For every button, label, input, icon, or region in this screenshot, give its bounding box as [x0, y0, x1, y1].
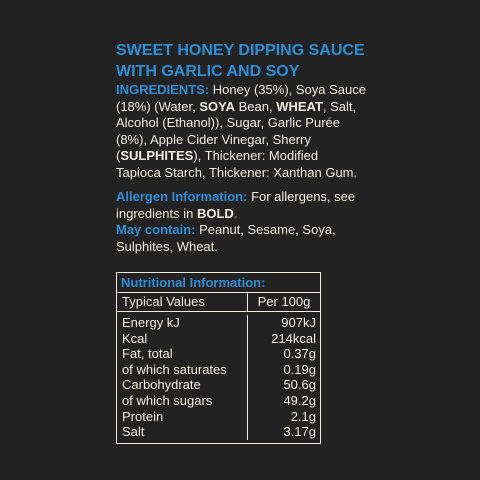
nutrient-value: 0.37g [283, 346, 316, 362]
nutrient-value: 49.2g [283, 392, 316, 408]
nutrition-table-title: Nutritional Information: [117, 273, 320, 293]
typical-values-header: Typical Values [117, 293, 248, 311]
product-title-line-2: WITH GARLIC AND SOY [116, 63, 300, 80]
ingredients-paragraph: INGREDIENTS: Honey (35%), Soya Sauce (18… [116, 82, 366, 181]
nutrient-name: Protein [122, 408, 164, 424]
nutrition-column-headers: Typical Values Per 100g [117, 293, 320, 312]
allergen-wheat: WHEAT [276, 98, 323, 114]
nutrient-name: Fat, total [122, 346, 173, 362]
nutrient-value: 907kJ [281, 315, 316, 330]
ingredients-text: Honey (35%), Soya Sauce (18%) (Water, [116, 82, 366, 114]
allergen-bold-word: BOLD [196, 205, 234, 221]
allergen-heading: Allergen Information: [116, 189, 248, 204]
may-contain-paragraph: May contain: Peanut, Sesame, Soya, Sulph… [116, 222, 366, 255]
nutrition-table: Nutritional Information: Typical Values … [116, 272, 321, 444]
ingredients-heading: INGREDIENTS: [116, 82, 210, 97]
may-contain-text: Peanut, Sesame, Soya, Sulphites, Wheat. [116, 222, 336, 254]
nutrient-value: 2.1g [290, 408, 316, 424]
nutrient-name: Energy kJ [122, 315, 180, 330]
ingredients-text: , Salt, Alcohol (Ethanol)), Sugar, Garli… [116, 98, 357, 164]
nutrition-body: Energy kJ Kcal Fat, total of which satur… [117, 312, 320, 443]
may-contain-heading: May contain: [116, 222, 196, 237]
nutrient-name: of which sugars [122, 392, 213, 408]
allergen-sulphites: SULPHITES [120, 148, 194, 163]
nutrient-values-column: 907kJ 214kcal 0.37g 0.19g 50.6g 49.2g 2.… [248, 315, 320, 440]
nutrient-name: Salt [122, 424, 145, 440]
ingredients-text: ), Thickener: Modified Tapioca Starch, T… [116, 148, 358, 180]
allergen-text: . [233, 205, 238, 221]
nutrient-value: 0.19g [283, 361, 316, 377]
nutrient-name: Kcal [122, 330, 148, 346]
per-100g-header: Per 100g [257, 294, 311, 309]
nutrient-name: Carbohydrate [122, 377, 201, 393]
ingredients-text: Bean, [234, 98, 277, 114]
product-title: SWEET HONEY DIPPING SAUCE WITH GARLIC AN… [116, 40, 366, 82]
nutrient-name: of which saturates [122, 361, 227, 377]
product-title-line-1: SWEET HONEY DIPPING SAUCE [116, 42, 365, 59]
nutrient-names-column: Energy kJ Kcal Fat, total of which satur… [117, 315, 248, 440]
allergen-soya: SOYA [199, 98, 235, 114]
label-panel: SWEET HONEY DIPPING SAUCE WITH GARLIC AN… [116, 40, 366, 255]
nutrient-value: 50.6g [283, 377, 316, 393]
nutrient-value: 3.17g [283, 424, 316, 440]
allergen-text: For allergens, see ingredients in [116, 189, 356, 221]
allergen-paragraph: Allergen Information: For allergens, see… [116, 189, 366, 222]
nutrient-value: 214kcal [271, 330, 316, 346]
